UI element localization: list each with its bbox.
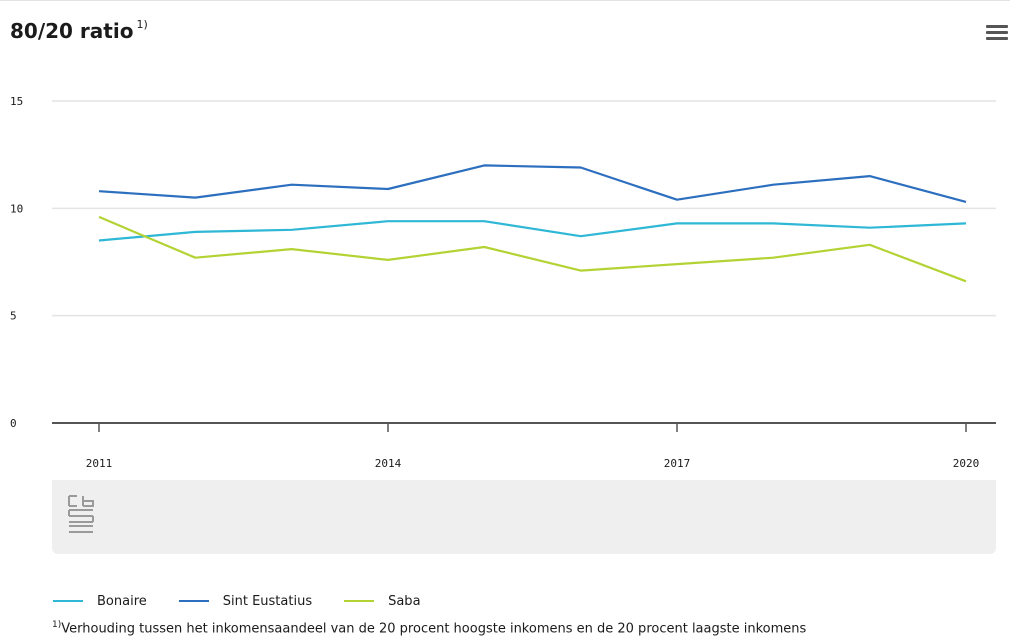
x-tick-label-2014: 2014 — [375, 457, 402, 470]
chart-title: 80/20 ratio 1) — [10, 18, 148, 43]
x-tick-label-2017: 2017 — [664, 457, 691, 470]
legend: Bonaire Sint Eustatius Saba — [53, 592, 453, 610]
legend-item-saba[interactable]: Saba — [344, 593, 421, 609]
legend-item-bonaire[interactable]: Bonaire — [53, 594, 147, 609]
footnote: 1)Verhouding tussen het inkomensaandeel … — [52, 620, 806, 636]
legend-label-bonaire: Bonaire — [97, 593, 147, 609]
hamburger-menu-icon[interactable] — [986, 25, 1008, 41]
y-tick-label-5: 5 — [10, 310, 17, 323]
cbs-logo-icon — [68, 495, 94, 533]
x-tick-label-2011: 2011 — [86, 457, 113, 470]
legend-swatch-bonaire — [53, 600, 83, 602]
gridlines — [52, 100, 996, 317]
title-footnote-marker: 1) — [136, 18, 148, 32]
legend-item-sint-eustatius[interactable]: Sint Eustatius — [178, 593, 313, 609]
series-line-sint-eustatius — [98, 164, 967, 203]
y-tick-label-10: 10 — [10, 202, 23, 215]
y-axis-ticks: 0 5 10 15 — [10, 95, 23, 430]
series-line-saba — [98, 215, 967, 283]
legend-label-saba: Saba — [388, 593, 421, 609]
footnote-marker: 1) — [52, 620, 62, 630]
y-tick-label-0: 0 — [10, 417, 17, 430]
series-lines — [98, 164, 967, 283]
footnote-text: Verhouding tussen het inkomensaandeel va… — [61, 621, 807, 637]
chart-title-text: 80/20 ratio — [10, 19, 134, 43]
x-axis: 2011 2014 2017 2020 — [52, 422, 996, 470]
x-tick-label-2020: 2020 — [953, 457, 980, 470]
series-line-bonaire — [98, 220, 967, 242]
logo-panel — [52, 480, 996, 554]
legend-label-sint-eustatius: Sint Eustatius — [222, 593, 313, 609]
legend-swatch-sint-eustatius — [178, 600, 209, 602]
line-chart: 0 5 10 15 2011 2014 2017 2020 — [10, 95, 996, 470]
top-divider — [0, 0, 1010, 1]
y-tick-label-15: 15 — [10, 95, 23, 108]
legend-swatch-saba — [344, 600, 375, 602]
